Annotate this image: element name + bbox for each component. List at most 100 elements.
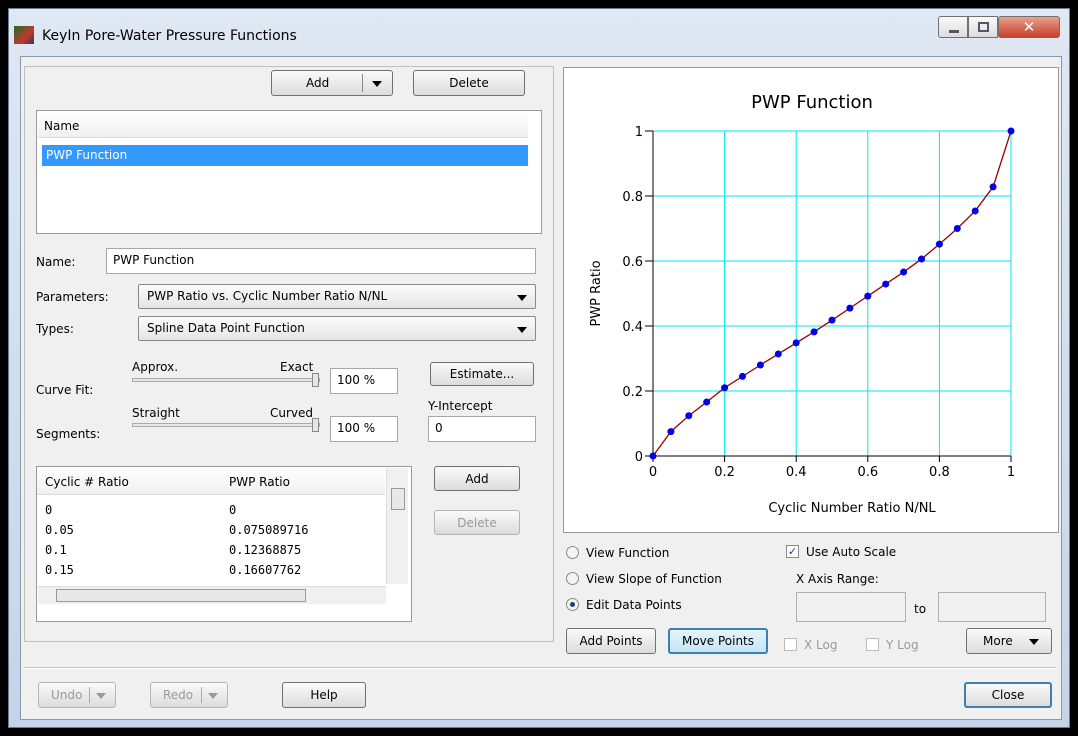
app-icon [14, 26, 34, 44]
horizontal-scrollbar[interactable] [38, 586, 386, 604]
button-label: Add [465, 472, 488, 486]
button-label: Close [992, 688, 1025, 702]
curve-fit-input[interactable]: 100 % [330, 368, 398, 394]
exact-label: Exact [280, 360, 313, 374]
close-button[interactable]: Close [964, 682, 1052, 708]
curved-label: Curved [270, 406, 313, 420]
y-axis-label: PWP Ratio [589, 260, 604, 326]
y-tick-label: 0.2 [622, 385, 643, 400]
combo-text: Spline Data Point Function [147, 321, 305, 335]
x-tick-label: 0.4 [786, 465, 807, 480]
data-point [954, 225, 961, 232]
y-intercept-input[interactable]: 0 [428, 416, 536, 442]
combo-text: PWP Ratio vs. Cyclic Number Ratio N/NL [147, 289, 387, 303]
parameters-combo[interactable]: PWP Ratio vs. Cyclic Number Ratio N/NL [138, 284, 536, 309]
segments-slider[interactable] [132, 423, 320, 427]
delete-function-button[interactable]: Delete [413, 70, 525, 96]
window-title: KeyIn Pore-Water Pressure Functions [42, 28, 297, 44]
chart-title: PWP Function [751, 92, 873, 113]
button-label: Add Points [579, 634, 642, 648]
list-header [38, 112, 528, 138]
redo-button: Redo [150, 682, 228, 708]
button-label: Add [306, 76, 329, 90]
data-point [775, 350, 782, 357]
data-point [882, 281, 889, 288]
x-tick-label: 1 [1007, 465, 1015, 480]
data-point [972, 207, 979, 214]
data-point [990, 183, 997, 190]
x-tick-label: 0 [649, 465, 657, 480]
data-point [667, 428, 674, 435]
y-intercept-label: Y-Intercept [428, 399, 492, 413]
curve-fit-label: Curve Fit: [36, 383, 93, 397]
segments-input[interactable]: 100 % [330, 416, 398, 442]
button-label: Delete [457, 516, 496, 530]
data-point [650, 453, 657, 460]
table-cell: 0.12368875 [229, 543, 301, 557]
y-log-label: Y Log [886, 638, 919, 652]
y-tick-label: 0.4 [622, 320, 643, 335]
x-tick-label: 0.6 [857, 465, 878, 480]
edit-points-label: Edit Data Points [586, 598, 682, 612]
minimize-button[interactable] [938, 16, 968, 38]
x-log-checkbox [784, 638, 797, 651]
button-label: Redo [163, 688, 193, 702]
add-row-button[interactable]: Add [434, 466, 520, 491]
slider-thumb[interactable] [312, 418, 319, 432]
button-label: Estimate... [450, 367, 514, 381]
table-cell: 0.16607762 [229, 563, 301, 577]
x-range-min-input [796, 592, 906, 622]
data-point [757, 362, 764, 369]
y-tick-label: 0 [635, 450, 643, 465]
page: KeyIn Pore-Water Pressure Functions ✕ Ad… [0, 0, 1078, 736]
add-function-button[interactable]: Add [271, 70, 393, 96]
segments-label: Segments: [36, 427, 100, 441]
table-cell: 0 [229, 503, 236, 517]
name-input[interactable]: PWP Function [106, 248, 536, 274]
x-tick-label: 0.8 [929, 465, 950, 480]
x-range-max-input [938, 592, 1046, 622]
add-points-button[interactable]: Add Points [566, 628, 656, 654]
maximize-button[interactable] [968, 16, 998, 38]
curve-fit-slider[interactable] [132, 378, 320, 382]
data-point [936, 241, 943, 248]
view-function-radio[interactable] [566, 546, 579, 559]
y-log-checkbox [866, 638, 879, 651]
y-tick-label: 0.8 [622, 190, 643, 205]
slider-thumb[interactable] [312, 373, 319, 387]
estimate-button[interactable]: Estimate... [430, 362, 534, 386]
types-label: Types: [36, 322, 74, 336]
column-header: PWP Ratio [229, 475, 290, 489]
x-axis-label: Cyclic Number Ratio N/NL [768, 501, 936, 516]
table-cell: 0.075089716 [229, 523, 308, 537]
button-label: Help [310, 688, 337, 702]
vertical-scrollbar[interactable] [386, 468, 408, 584]
separator [24, 667, 1056, 669]
view-slope-radio[interactable] [566, 572, 579, 585]
data-point [721, 384, 728, 391]
button-label: Move Points [682, 634, 754, 648]
list-header-text: Name [44, 119, 79, 133]
table-cell: 0.05 [45, 523, 74, 537]
close-window-button[interactable]: ✕ [998, 16, 1060, 38]
data-point [900, 269, 907, 276]
help-button[interactable]: Help [282, 682, 366, 708]
y-tick-label: 0.6 [622, 255, 643, 270]
types-combo[interactable]: Spline Data Point Function [138, 316, 536, 341]
series-line [653, 131, 1011, 456]
x-log-label: X Log [804, 638, 837, 652]
table-cell: 0 [45, 503, 52, 517]
to-label: to [914, 602, 926, 616]
auto-scale-label: Use Auto Scale [806, 545, 896, 559]
data-point [829, 317, 836, 324]
more-button[interactable]: More [966, 628, 1052, 654]
auto-scale-checkbox[interactable]: ✓ [786, 545, 799, 558]
edit-points-radio[interactable] [566, 598, 579, 611]
move-points-button[interactable]: Move Points [668, 628, 768, 654]
button-label: Delete [449, 76, 488, 90]
x-axis-range-label: X Axis Range: [796, 572, 879, 586]
name-label: Name: [36, 255, 75, 269]
undo-button: Undo [38, 682, 116, 708]
data-point [1008, 128, 1015, 135]
data-point [864, 293, 871, 300]
